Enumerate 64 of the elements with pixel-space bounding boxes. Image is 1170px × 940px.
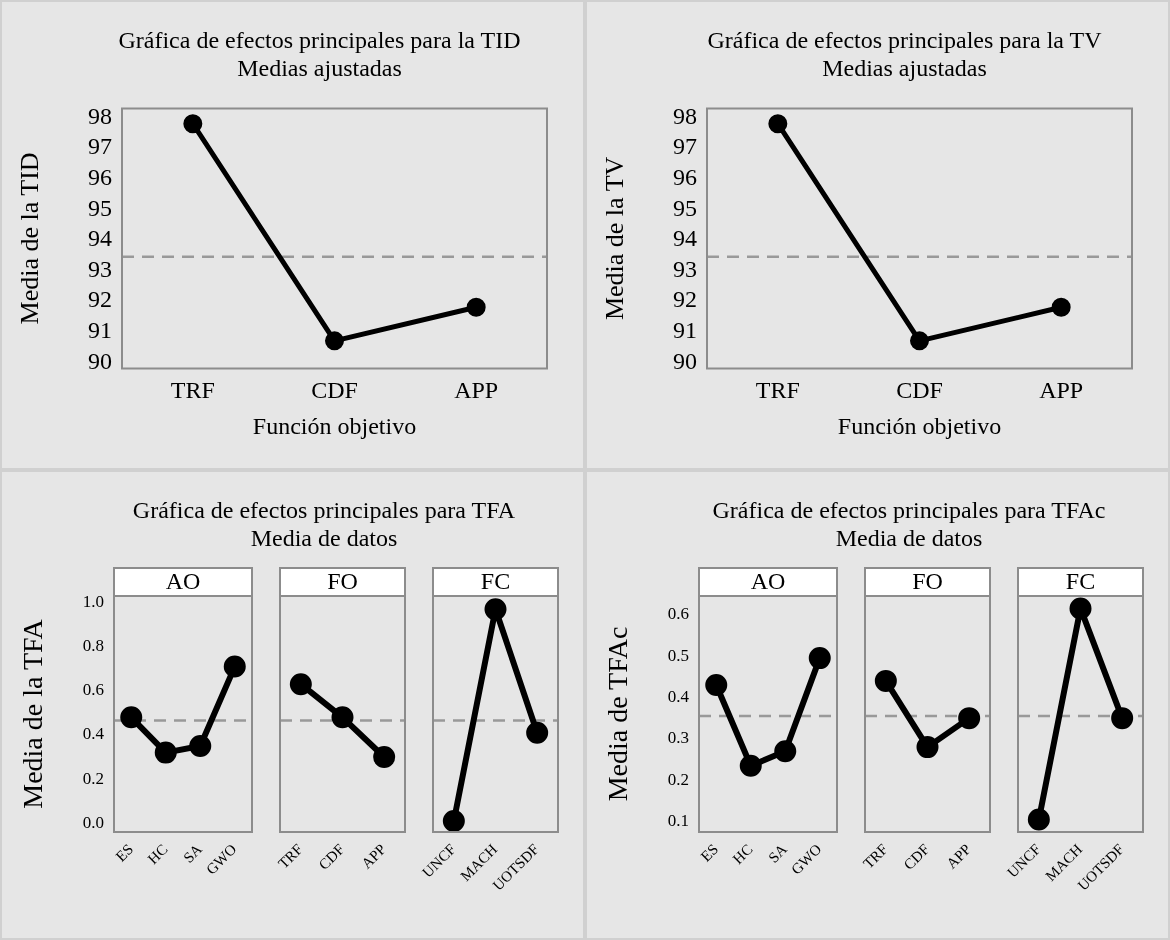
x2-axis-title: FC: [480, 568, 511, 595]
x-axis-title: Función objetivo: [837, 412, 1002, 439]
chart-title: Gráfica de efectos principales para TFAc: [711, 496, 1107, 524]
x2-axis-title: FO: [327, 568, 358, 595]
y-tick-label: 0.4: [667, 686, 690, 706]
y-tick-label: 96: [88, 164, 112, 191]
y-tick-label: 1.0: [82, 592, 104, 612]
y-tick-label: 94: [673, 225, 697, 252]
y-tick-label: 0.0: [82, 812, 104, 832]
y-tick-label: 92: [88, 286, 112, 313]
y-tick-label: 0.6: [82, 680, 104, 700]
chart-title: Gráfica de efectos principales para la TID: [117, 26, 522, 54]
y-tick-label: 97: [88, 133, 112, 160]
x-tick-label: SA: [180, 840, 206, 866]
y-tick-label: 0.5: [667, 645, 689, 665]
y-tick-label: 95: [88, 194, 112, 221]
x-tick-label: CDF: [311, 377, 358, 404]
x-tick-label: TRF: [859, 840, 891, 872]
x2-axis-title: FO: [912, 568, 943, 595]
y-tick-label: 90: [673, 347, 697, 374]
x-tick-label: ES: [112, 840, 137, 865]
y-tick-label: 0.2: [82, 768, 104, 788]
x-tick-label: TRF: [170, 377, 215, 404]
y-tick-label: 96: [673, 164, 697, 191]
y-tick-label: 93: [88, 255, 112, 282]
x2-axis-title: AO: [165, 568, 201, 595]
x-tick-label: APP: [454, 377, 499, 404]
y-tick-label: 92: [673, 286, 697, 313]
x-tick-label: CDF: [896, 377, 943, 404]
y-axis-title: Media de la TV: [600, 156, 630, 321]
y-tick-label: 91: [88, 316, 112, 343]
y-tick-label: 91: [673, 316, 697, 343]
y-tick-label: 0.3: [667, 728, 689, 748]
x-tick-label: ES: [697, 840, 722, 865]
chart-subtitle: Media de datos: [834, 524, 984, 552]
y-tick-label: 0.2: [667, 769, 689, 789]
x2-axis-title: AO: [750, 568, 786, 595]
y-axis-title: Media de la TID: [15, 152, 45, 325]
y-tick-label: 90: [88, 347, 112, 374]
chart-subtitle: Media de datos: [249, 524, 399, 552]
x-tick-label: HC: [729, 840, 756, 868]
x-tick-label: APP: [1039, 377, 1084, 404]
y-tick-label: 98: [673, 102, 697, 129]
y-axis-title: Media de TFAc: [602, 626, 634, 802]
x2-axis-title: FC: [1065, 568, 1096, 595]
y-tick-label: 98: [88, 102, 112, 129]
x-tick-label: HC: [144, 840, 171, 868]
y-tick-label: 94: [88, 225, 112, 252]
x-tick-label: TRF: [755, 377, 800, 404]
y-axis-title: Media de la TFA: [17, 618, 49, 809]
chart-title: Gráfica de efectos principales para la TV: [706, 26, 1103, 54]
y-tick-label: 0.4: [82, 724, 105, 744]
x-tick-label: SA: [765, 840, 791, 866]
y-tick-label: 95: [673, 194, 697, 221]
x-tick-label: TRF: [274, 840, 306, 872]
chart-subtitle: Medias ajustadas: [821, 54, 988, 82]
chart-title: Gráfica de efectos principales para TFA: [131, 496, 517, 524]
x-axis-title: Función objetivo: [252, 412, 417, 439]
y-tick-label: 0.1: [667, 811, 689, 831]
y-tick-label: 97: [673, 133, 697, 160]
y-tick-label: 0.8: [82, 636, 104, 656]
y-tick-label: 93: [673, 255, 697, 282]
y-tick-label: 0.6: [667, 604, 689, 624]
chart-subtitle: Medias ajustadas: [236, 54, 403, 82]
